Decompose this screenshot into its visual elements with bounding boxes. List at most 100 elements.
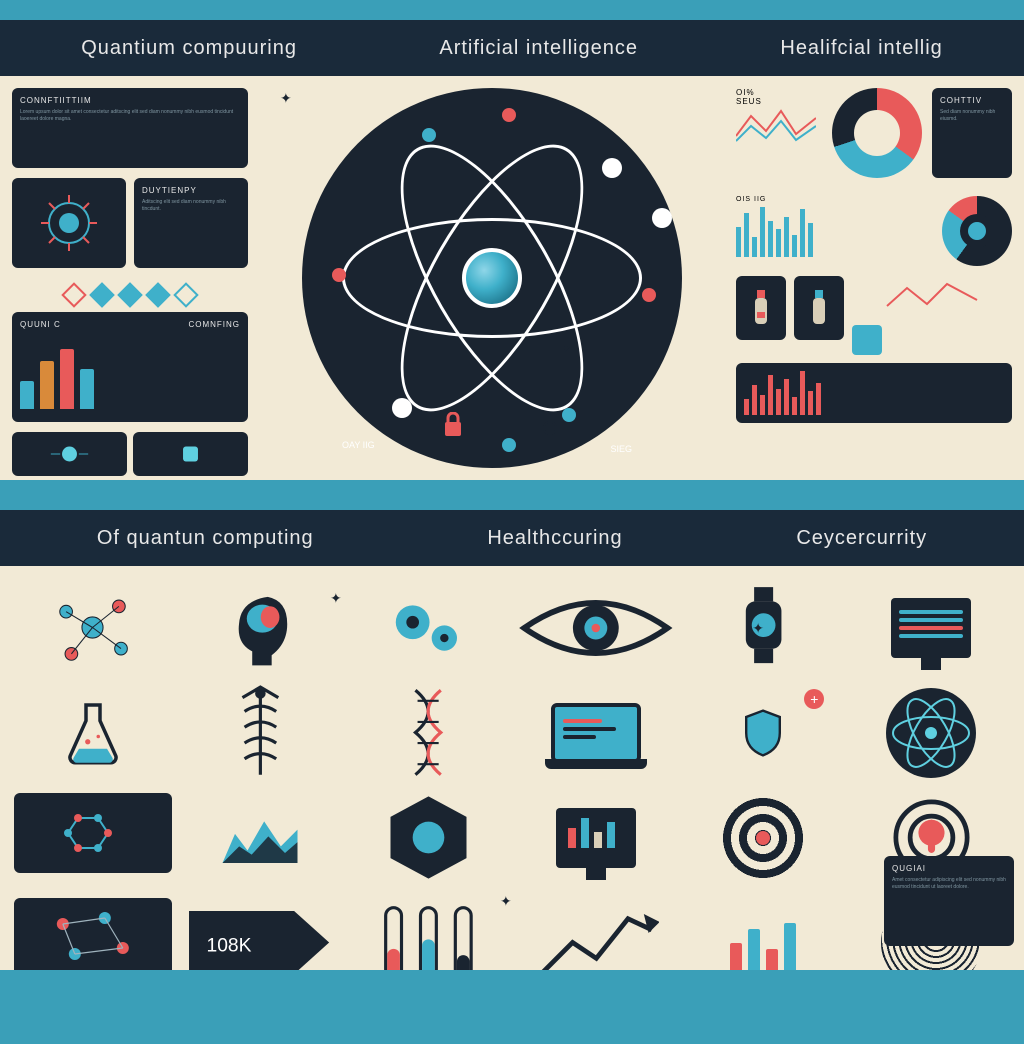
lock-icon <box>442 412 464 438</box>
vbar <box>808 391 813 415</box>
network-chip-icon <box>14 895 172 970</box>
micro-label-1: OIS IIG <box>736 196 934 203</box>
eye-card <box>12 178 126 268</box>
bottom-panel: OF QUANTUN COMPUTING HEALTHCCURING CEYCE… <box>0 510 1024 970</box>
vbar <box>768 375 773 415</box>
mini-bar-set <box>685 895 843 970</box>
molecule-burst-icon <box>14 580 172 675</box>
gem-icon <box>173 282 198 307</box>
vbar <box>800 209 805 257</box>
search-icon <box>542 420 562 440</box>
bar <box>730 943 742 971</box>
bottle-icon-1 <box>736 276 786 340</box>
vbar <box>768 221 773 257</box>
vbar <box>792 235 797 257</box>
trend-up-icon <box>517 895 675 970</box>
top-panel: QUANTIUM COMPUURING ARTIFICIAL INTELLIGE… <box>0 20 1024 480</box>
glow-chip-1 <box>12 432 127 476</box>
testtube-row-icon <box>349 895 507 970</box>
bar <box>784 923 796 971</box>
sparkle-icon: ✦ <box>752 620 764 637</box>
sparkle-icon: ✦ <box>330 590 342 607</box>
info-card-right-title: COHTTIV <box>940 96 1004 105</box>
bottom-icon-grid: + <box>0 566 1024 970</box>
camera-icon <box>852 325 882 355</box>
atom-node <box>422 128 436 142</box>
molecule-card <box>14 790 172 885</box>
area-chart <box>182 790 340 885</box>
bar <box>40 361 54 409</box>
vbar <box>752 237 757 257</box>
vbar <box>816 383 821 415</box>
atom-node <box>642 288 656 302</box>
line-mini-icon <box>852 276 1012 316</box>
atom-caption-b: SIEG <box>610 444 632 454</box>
bar <box>80 369 94 409</box>
top-header-3: HEALIFCIAL INTELLIG <box>780 37 942 60</box>
svg-text:108K: 108K <box>206 935 251 956</box>
info-card-1: CONNFTIITTIIM Lorem upsum dolor sit amet… <box>12 88 248 168</box>
vbar <box>744 399 749 415</box>
donut-chart <box>832 88 922 178</box>
vbar <box>752 385 757 415</box>
sparkle-icon: ✦ <box>280 90 292 107</box>
info-card-1-body: Lorem upsum dolor sit amet consectetur a… <box>20 109 240 123</box>
pie-small <box>942 196 1012 266</box>
tag-label-icon: 108K <box>182 895 340 970</box>
atom-mini-icon <box>852 685 1010 780</box>
bottom-header-2: HEALTHCCURING <box>487 527 622 550</box>
gem-icon <box>117 282 142 307</box>
vbar-set-b <box>744 371 1004 415</box>
bottom-header-bar: OF QUANTUN COMPUTING HEALTHCCURING CEYCE… <box>0 510 1024 566</box>
bar <box>766 949 778 971</box>
text-block-right <box>736 363 1012 423</box>
bottle-icon-2 <box>794 276 844 340</box>
atom-node <box>332 268 346 282</box>
quote-card: QUGIAI Amet consectetur adipiscing elit … <box>884 856 1014 946</box>
bar <box>100 375 114 409</box>
sparkline-icon <box>736 106 816 146</box>
glow-chip-2 <box>133 432 248 476</box>
top-right-column: OI% SEUS COHTTIV Sed diam nonummy nibh e… <box>724 76 1024 480</box>
gem-icon <box>61 282 86 307</box>
vbar <box>792 397 797 415</box>
vbar <box>800 371 805 415</box>
gem-icon <box>89 282 114 307</box>
atom-node <box>502 438 516 452</box>
target-icon <box>685 790 843 885</box>
atom-node <box>652 208 672 228</box>
vbar <box>760 395 765 415</box>
dna-icon <box>349 685 507 780</box>
gears-icon <box>349 580 507 675</box>
caduceus-icon <box>182 685 340 780</box>
radial-eye-icon <box>39 193 99 253</box>
server-icon <box>852 580 1010 675</box>
bottom-header-3: CEYCERCURRITY <box>796 527 927 550</box>
plus-badge-icon: + <box>804 689 824 709</box>
brain-head-icon <box>182 580 340 675</box>
info-card-right: COHTTIV Sed diam nonummy nibh eiusmd. <box>932 88 1012 178</box>
atom-core-icon <box>462 248 522 308</box>
bar-chart-card: QUUNI C COMNFING <box>12 312 248 422</box>
bar <box>748 929 760 971</box>
top-left-column: CONNFTIITTIIM Lorem upsum dolor sit amet… <box>0 76 260 480</box>
eye-icon <box>517 580 675 675</box>
plus-shield-icon: + <box>685 685 843 780</box>
tiny-stat-b: SEUS <box>736 97 822 106</box>
top-header-1: QUANTIUM COMPUURING <box>81 37 297 60</box>
sparkle-icon: ✦ <box>560 340 572 357</box>
atom-diagram: OAY IIG SIEG <box>302 88 682 468</box>
atom-node <box>562 408 576 422</box>
vbar <box>744 213 749 257</box>
bar <box>20 381 34 409</box>
hex-badge-icon <box>349 790 507 885</box>
tiny-stat-a: OI% <box>736 88 822 97</box>
info-card-1-title: CONNFTIITTIIM <box>20 96 240 105</box>
mini-bar-chart <box>20 339 240 409</box>
sparkle-icon: ✦ <box>500 893 512 910</box>
bar-chart-label-b: COMNFING <box>188 320 240 329</box>
laptop-icon <box>517 685 675 780</box>
atom-node <box>602 158 622 178</box>
flask-icon <box>14 685 172 780</box>
gem-icon <box>145 282 170 307</box>
